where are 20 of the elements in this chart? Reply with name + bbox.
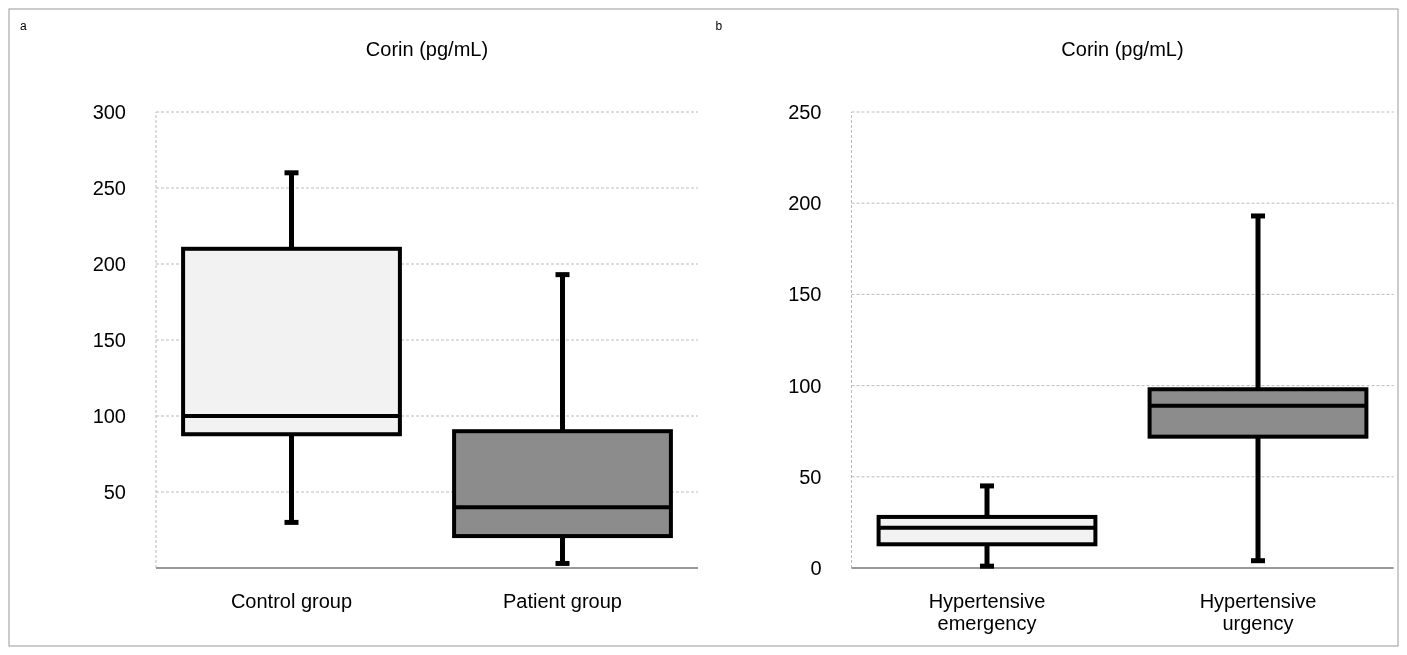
y-tick-label: 50 [799,465,822,488]
y-tick-label: 250 [788,101,822,123]
x-tick-label: Hypertensive urgency [1199,590,1317,634]
y-tick-label: 150 [788,283,822,306]
chart-title: Corin (pg/mL) [1061,38,1184,60]
y-tick-label: 200 [92,253,126,275]
y-tick-label: 300 [92,101,126,123]
x-tick-label: Hypertensive emergency [928,590,1046,634]
chart-title: Corin (pg/mL) [365,38,489,60]
text: a [20,19,27,33]
y-tick-label: 150 [92,329,126,351]
y-tick-label: 0 [810,557,822,579]
y-tick-label: 250 [92,177,126,199]
text: b [715,19,723,33]
y-tick-label: 100 [92,405,126,427]
y-tick-label: 200 [788,192,822,215]
y-tick-label: 100 [788,374,822,397]
x-tick-label: Patient group [503,590,622,612]
x-tick-label: Control group [230,590,353,612]
y-tick-label: 50 [103,481,126,503]
